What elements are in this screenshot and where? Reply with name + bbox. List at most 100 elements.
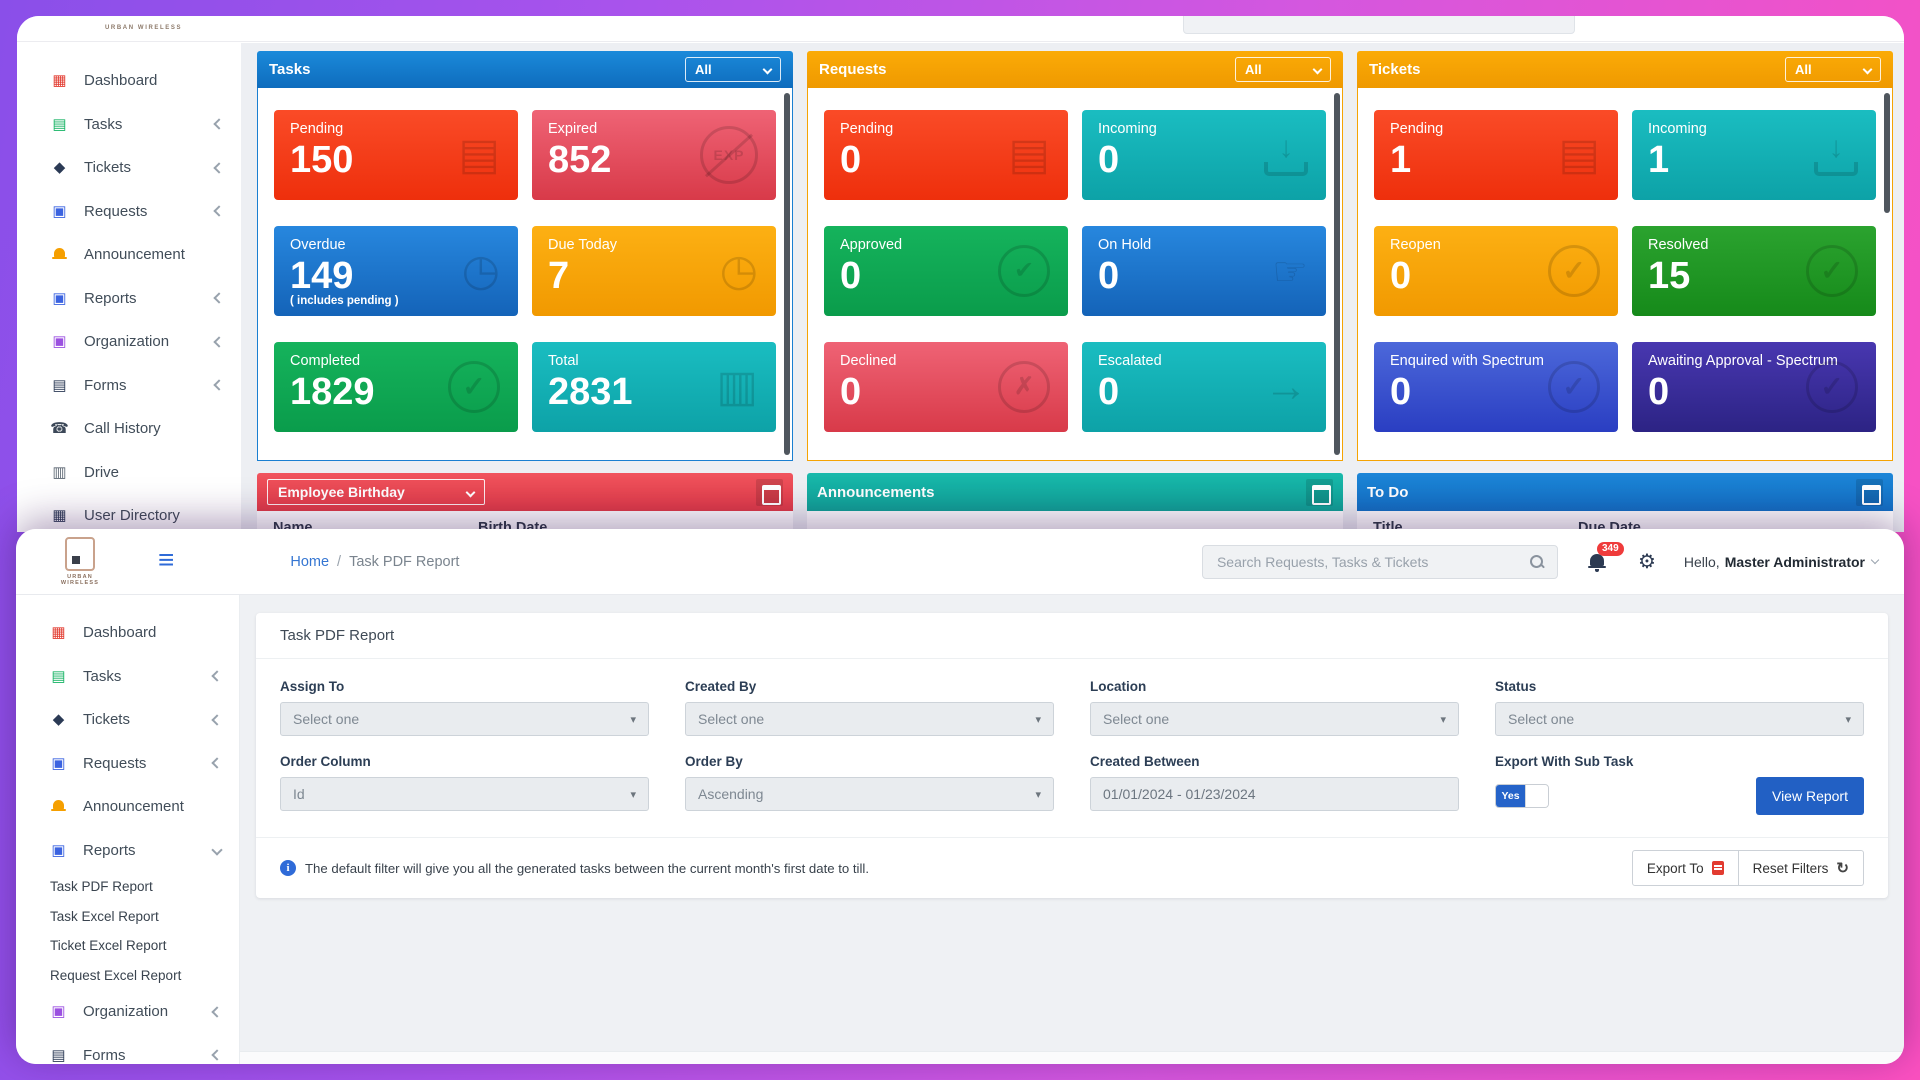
breadcrumb: Home / Task PDF Report <box>290 554 459 570</box>
assign-to-select[interactable]: Select one <box>280 702 649 736</box>
export-to-button[interactable]: Export To <box>1631 850 1739 886</box>
search-input[interactable] <box>1214 552 1529 571</box>
sidebar-item[interactable]: Requests <box>16 742 239 786</box>
order-by-select[interactable]: Ascending <box>685 777 1054 811</box>
stat-tile[interactable]: Completed 1829 <box>274 342 518 432</box>
forms-icon <box>49 1046 68 1064</box>
tile-label: Reopen <box>1390 237 1441 253</box>
sidebar-item[interactable]: Dashboard <box>16 611 239 655</box>
sidebar-item-label: Forms <box>83 1046 126 1064</box>
stat-tile[interactable]: On Hold 0 <box>1082 226 1326 316</box>
sidebar-item[interactable]: Forms <box>16 1034 239 1065</box>
export-subtask-toggle[interactable]: Yes <box>1495 784 1549 808</box>
tasks-card-header: Tasks All <box>257 51 793 88</box>
scrollbar-thumb[interactable] <box>1334 93 1340 455</box>
sidebar-item[interactable]: Organization <box>17 320 241 364</box>
sidebar-item[interactable]: User Directory <box>17 494 241 532</box>
app-logo[interactable]: URBAN WIRELESS <box>56 537 104 586</box>
pdf-file-icon <box>1711 861 1724 875</box>
user-arrow-icon <box>1264 365 1308 409</box>
sidebar-item[interactable]: Organization <box>16 990 239 1034</box>
chevron-icon <box>211 714 223 726</box>
chevron-down-icon <box>630 713 636 726</box>
sidebar-item[interactable]: Task PDF Report <box>16 872 239 902</box>
drive-icon <box>50 463 69 482</box>
view-report-button[interactable]: View Report <box>1755 777 1864 815</box>
requests-filter-select[interactable]: All <box>1235 57 1331 82</box>
selected-option: Id <box>293 786 305 802</box>
sidebar-item[interactable]: Requests <box>17 190 241 234</box>
stat-tile[interactable]: Pending 1 <box>1374 110 1618 200</box>
created-by-select[interactable]: Select one <box>685 702 1054 736</box>
scrollbar-thumb[interactable] <box>784 93 790 455</box>
requests-icon <box>50 202 69 221</box>
stat-tile[interactable]: Pending 150 <box>274 110 518 200</box>
stat-tile[interactable]: Expired 852 <box>532 110 776 200</box>
search-input[interactable] <box>1183 16 1575 34</box>
sidebar-item[interactable]: Ticket Excel Report <box>16 931 239 961</box>
selected-option: Ascending <box>698 786 764 802</box>
stat-tile[interactable]: Enquired with Spectrum 0 <box>1374 342 1618 432</box>
created-between-input[interactable] <box>1090 777 1459 811</box>
field-label: Created By <box>685 679 757 694</box>
sidebar-item[interactable]: Drive <box>17 451 241 495</box>
sidebar-item[interactable]: Tasks <box>17 103 241 147</box>
stat-tile[interactable]: Incoming 1 <box>1632 110 1876 200</box>
stat-tile[interactable]: Approved 0 <box>824 226 1068 316</box>
stat-tile[interactable]: Declined 0 <box>824 342 1068 432</box>
tile-label: On Hold <box>1098 237 1152 253</box>
scrollbar-thumb[interactable] <box>1884 93 1890 213</box>
stat-tile[interactable]: Pending 0 <box>824 110 1068 200</box>
chevron-icon <box>211 1006 223 1018</box>
tasks-filter-select[interactable]: All <box>685 57 781 82</box>
breadcrumb-separator: / <box>337 553 342 570</box>
call-history-icon <box>50 419 69 438</box>
breadcrumb-home-link[interactable]: Home <box>290 553 330 570</box>
calendar-icon[interactable] <box>1856 478 1883 506</box>
sidebar-item[interactable]: Call History <box>17 407 241 451</box>
sidebar-item[interactable]: Dashboard <box>17 59 241 103</box>
stat-tile[interactable]: Escalated 0 <box>1082 342 1326 432</box>
sidebar-item[interactable]: Tickets <box>17 146 241 190</box>
calendar-icon[interactable] <box>1306 478 1333 506</box>
stat-tile[interactable]: Awaiting Approval - Spectrum 0 <box>1632 342 1876 432</box>
search-icon[interactable] <box>1529 554 1545 570</box>
order-column-select[interactable]: Id <box>280 777 649 811</box>
card-title: Tasks <box>269 61 311 78</box>
forms-icon <box>50 376 69 395</box>
user-menu[interactable]: Hello, Master Administrator <box>1684 554 1884 570</box>
birthday-filter-select[interactable]: Employee Birthday <box>267 479 485 505</box>
sidebar-item-label: Ticket Excel Report <box>50 938 167 954</box>
field-label: Created Between <box>1090 754 1200 769</box>
sidebar-item[interactable]: Task Excel Report <box>16 902 239 932</box>
tile-label: Enquired with Spectrum <box>1390 353 1544 369</box>
sidebar-item[interactable]: Announcement <box>16 785 239 829</box>
notification-badge: 349 <box>1596 541 1624 556</box>
sidebar-item[interactable]: Tasks <box>16 655 239 699</box>
bell-clapper <box>1594 568 1599 572</box>
sidebar-item[interactable]: Request Excel Report <box>16 961 239 991</box>
status-select[interactable]: Select one <box>1495 702 1864 736</box>
field-label: Assign To <box>280 679 345 694</box>
sidebar-item[interactable]: Announcement <box>17 233 241 277</box>
calendar-icon[interactable] <box>756 478 783 506</box>
stat-tile[interactable]: Reopen 0 <box>1374 226 1618 316</box>
location-select[interactable]: Select one <box>1090 702 1459 736</box>
stat-tile[interactable]: Incoming 0 <box>1082 110 1326 200</box>
stat-tile[interactable]: Total 2831 <box>532 342 776 432</box>
tickets-filter-select[interactable]: All <box>1785 57 1881 82</box>
settings-gear-icon[interactable] <box>1638 549 1656 574</box>
sidebar-item[interactable]: Forms <box>17 364 241 408</box>
sidebar-item[interactable]: Reports <box>16 829 239 873</box>
user-directory-icon <box>50 506 69 525</box>
sidebar-item[interactable]: Reports <box>17 277 241 321</box>
stat-tile[interactable]: Resolved 15 <box>1632 226 1876 316</box>
notifications-button[interactable]: 349 <box>1587 541 1624 573</box>
sidebar-item-label: Dashboard <box>83 624 157 642</box>
reset-filters-button[interactable]: Reset Filters <box>1738 850 1864 886</box>
stat-tile[interactable]: Overdue 149 ( includes pending ) <box>274 226 518 316</box>
check-circle-icon <box>1548 361 1600 413</box>
sidebar-item[interactable]: Tickets <box>16 698 239 742</box>
stat-tile[interactable]: Due Today 7 <box>532 226 776 316</box>
hamburger-menu-icon[interactable] <box>158 549 174 574</box>
